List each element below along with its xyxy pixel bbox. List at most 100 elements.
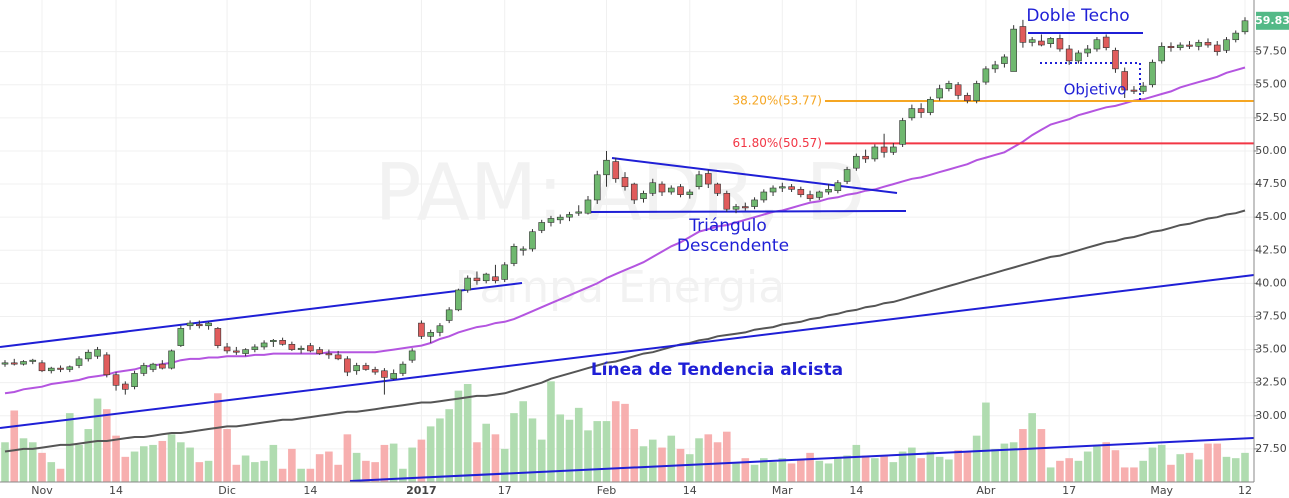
volume-bar xyxy=(945,459,953,482)
watermark: PAM: ADR, D xyxy=(374,148,865,238)
volume-bar xyxy=(861,455,870,482)
candle-body xyxy=(1167,46,1175,48)
candle-body xyxy=(1223,39,1230,51)
trendline xyxy=(0,274,1255,429)
candle-body xyxy=(732,206,740,210)
volume-bar xyxy=(1000,443,1009,482)
candle-body xyxy=(307,345,314,352)
volume-bar xyxy=(28,442,37,482)
candle-body xyxy=(20,361,27,365)
volume-bar xyxy=(306,468,315,482)
y-tick-label: 42.50 xyxy=(1255,243,1287,256)
volume-bar xyxy=(260,460,268,482)
candle-body xyxy=(964,95,971,101)
candle-body xyxy=(149,363,157,370)
candle-body xyxy=(556,216,564,221)
candle-body xyxy=(621,177,629,188)
volume-bar xyxy=(1019,429,1027,482)
candle-body xyxy=(806,194,814,199)
y-tick-label: 40.00 xyxy=(1255,276,1287,289)
volume-bar xyxy=(547,381,555,482)
volume-bar xyxy=(38,452,46,482)
candle-body xyxy=(427,332,434,337)
volume-bar xyxy=(658,447,666,482)
fib-label: 38.20%(53.77) xyxy=(733,94,822,108)
candle-body xyxy=(640,193,647,199)
volume-bar xyxy=(399,468,407,482)
candle-body xyxy=(1176,44,1184,48)
candle-body xyxy=(501,264,509,280)
candle-body xyxy=(1047,38,1054,44)
candle-body xyxy=(945,83,953,90)
candle-body xyxy=(751,199,758,207)
volume-bar xyxy=(56,468,65,482)
volume-bar xyxy=(500,448,509,482)
candle-body xyxy=(242,349,249,354)
candle-body xyxy=(75,358,83,366)
volume-bar xyxy=(963,451,972,482)
fib-label: 61.80%(50.57) xyxy=(733,136,822,150)
volume-bar xyxy=(1176,454,1185,482)
volume-bar xyxy=(630,429,639,482)
candle-body xyxy=(1,362,9,365)
candle-body xyxy=(186,322,194,327)
volume-bar xyxy=(1167,464,1175,482)
candle-body xyxy=(760,191,768,201)
candle-body xyxy=(658,183,666,193)
candle-body xyxy=(593,174,601,201)
candle-body xyxy=(1149,61,1156,86)
volume-bar xyxy=(1185,452,1194,482)
y-tick-label: 57.50 xyxy=(1255,45,1287,58)
volume-bar xyxy=(889,462,898,482)
volume-bar xyxy=(695,438,703,482)
volume-bar xyxy=(954,450,962,482)
volume-bar xyxy=(389,443,398,482)
candle-body xyxy=(1056,38,1064,50)
volume-bar xyxy=(639,446,648,482)
volume-bar xyxy=(519,401,528,482)
candle-body xyxy=(575,211,583,214)
candle-body xyxy=(223,346,231,352)
watermark: Pampa Energia xyxy=(455,262,785,313)
x-tick-label: 14 xyxy=(303,484,317,497)
volume-bar xyxy=(19,438,28,482)
volume-bar xyxy=(741,458,750,482)
volume-bar xyxy=(214,393,222,482)
candle-body xyxy=(1213,44,1221,52)
axis-labels: 27.50 30.00 32.50 35.00 37.50 40.00 42.50 45.00… xyxy=(31,11,1289,497)
candle-body xyxy=(445,309,453,321)
candle-body xyxy=(492,276,499,282)
y-tick-label: 30.00 xyxy=(1255,409,1287,422)
volume-bar xyxy=(426,426,435,482)
candle-body xyxy=(279,340,286,345)
candle-body xyxy=(131,373,138,387)
y-tick-label: 47.50 xyxy=(1255,177,1287,190)
volume-bar xyxy=(1046,467,1055,482)
volume-bar xyxy=(843,455,851,482)
candle-body xyxy=(816,191,823,198)
candle-body xyxy=(704,173,712,185)
volume-bar xyxy=(593,421,602,482)
candle-body xyxy=(381,370,388,378)
candle-body xyxy=(667,187,675,193)
candle-body xyxy=(464,277,471,291)
volume-bar xyxy=(482,423,490,482)
volume-bar xyxy=(574,407,583,482)
candle-body xyxy=(899,120,906,145)
volume-bar xyxy=(1065,458,1073,482)
candle-body xyxy=(603,159,610,176)
candle-body xyxy=(455,289,462,311)
y-tick-label: 52.50 xyxy=(1255,111,1287,124)
candle-body xyxy=(1121,71,1129,91)
volume-bar xyxy=(797,459,805,482)
volume-bar xyxy=(445,409,453,482)
volume-bar xyxy=(1111,450,1120,482)
candle-body xyxy=(843,169,851,182)
candle-body xyxy=(797,189,805,195)
volume-bar xyxy=(463,384,472,482)
candle-body xyxy=(196,324,203,327)
volume-bar xyxy=(167,434,176,482)
volume-bar xyxy=(454,390,463,482)
volume-bar xyxy=(195,462,204,482)
candle-body xyxy=(334,354,342,360)
